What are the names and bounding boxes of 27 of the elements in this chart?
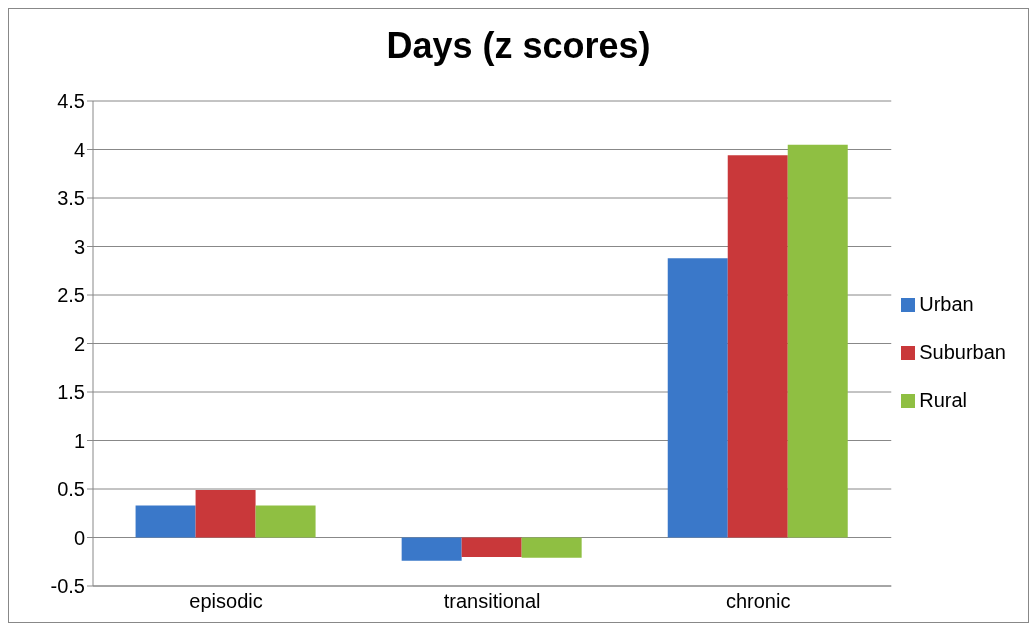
y-tick-label: 4: [73, 138, 85, 161]
y-tick-label: 3: [73, 235, 85, 258]
y-tick-label: 0: [73, 526, 85, 549]
x-tick-label: episodic: [189, 590, 263, 613]
x-tick-label: transitional: [443, 590, 541, 613]
legend-label: Rural: [919, 388, 968, 411]
y-tick-label: 4.5: [57, 90, 85, 113]
bar: [401, 537, 462, 561]
legend-label: Suburban: [919, 340, 1006, 363]
bar: [255, 505, 316, 538]
bar: [727, 155, 788, 538]
bar: [521, 537, 582, 558]
bar: [135, 505, 196, 538]
y-tick-label: 1: [73, 429, 85, 452]
y-tick-label: 2: [73, 332, 85, 355]
y-tick-label: 3.5: [57, 187, 85, 210]
y-tick-label: 2.5: [57, 284, 85, 307]
bar: [787, 144, 848, 538]
y-tick-label: -0.5: [50, 575, 85, 598]
legend-label: Urban: [919, 292, 974, 315]
chart-title: Days (z scores): [385, 24, 652, 68]
x-tick-label: chronic: [725, 590, 791, 613]
bar: [195, 489, 256, 538]
bar: [461, 537, 522, 557]
bar: [667, 258, 728, 538]
y-tick-label: 1.5: [57, 381, 85, 404]
y-tick-label: 0.5: [57, 478, 85, 501]
